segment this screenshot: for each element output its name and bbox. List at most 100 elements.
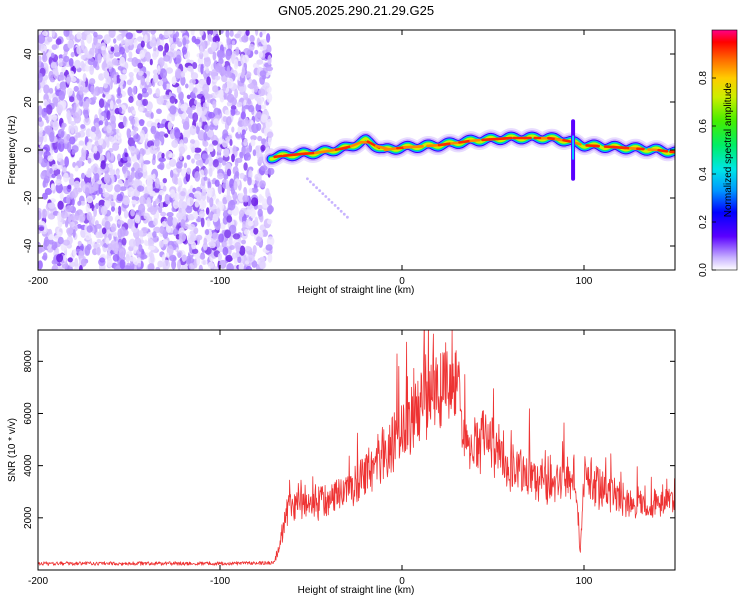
noise-blob xyxy=(116,34,123,41)
noise-blob xyxy=(134,214,141,224)
noise-blob xyxy=(40,43,45,50)
tail-dot xyxy=(342,212,346,216)
noise-blob xyxy=(140,40,145,48)
noise-blob xyxy=(266,118,273,128)
noise-blob xyxy=(107,215,114,222)
noise-blob xyxy=(38,105,43,116)
noise-blob xyxy=(232,145,237,154)
noise-blob xyxy=(172,217,178,226)
noise-blob xyxy=(201,116,207,122)
noise-blob xyxy=(58,90,65,101)
noise-blob xyxy=(162,94,170,100)
noise-blob xyxy=(148,238,153,249)
noise-blob xyxy=(177,41,183,48)
noise-blob xyxy=(146,197,152,208)
colorbar-tick-label: 0.0 xyxy=(698,263,709,277)
noise-blob xyxy=(229,245,235,250)
noise-blob xyxy=(81,172,85,180)
noise-blob xyxy=(248,169,253,180)
noise-blob xyxy=(232,50,237,57)
noise-blob xyxy=(156,97,164,105)
noise-blob xyxy=(202,83,210,95)
snr-xtick-label: 100 xyxy=(576,576,593,587)
noise-blob xyxy=(185,205,193,214)
noise-blob xyxy=(237,126,241,135)
noise-blob xyxy=(118,102,122,108)
noise-blob xyxy=(241,66,246,76)
noise-blob xyxy=(163,81,167,91)
noise-blob xyxy=(198,129,205,140)
noise-blob xyxy=(222,241,228,247)
noise-blob xyxy=(124,152,128,158)
noise-blob xyxy=(194,171,201,182)
noise-blob xyxy=(241,133,245,141)
noise-blob xyxy=(267,135,272,147)
noise-blob xyxy=(106,52,110,62)
noise-blob xyxy=(208,167,213,177)
noise-blob xyxy=(242,54,250,64)
noise-blob xyxy=(112,243,120,250)
noise-blob xyxy=(44,115,49,121)
noise-blob xyxy=(187,257,195,264)
noise-blob xyxy=(258,88,266,97)
noise-blob xyxy=(103,82,108,89)
noise-blob xyxy=(161,221,167,228)
noise-blob xyxy=(209,124,215,131)
noise-blob xyxy=(61,211,68,219)
noise-blob xyxy=(162,178,167,184)
noise-blob xyxy=(194,38,201,45)
noise-blob xyxy=(191,248,199,254)
noise-blob xyxy=(136,30,143,34)
noise-blob xyxy=(265,188,270,199)
ridge-peak xyxy=(669,150,675,154)
noise-blob xyxy=(107,243,113,251)
noise-blob xyxy=(90,85,95,95)
noise-blob xyxy=(165,83,171,90)
noise-blob xyxy=(128,51,133,59)
noise-blob xyxy=(188,82,194,92)
noise-blob xyxy=(58,54,64,60)
noise-blob xyxy=(180,219,186,229)
noise-blob xyxy=(265,66,274,72)
noise-blob xyxy=(146,177,153,189)
noise-blob xyxy=(128,238,136,248)
noise-blob xyxy=(98,138,104,146)
noise-blob xyxy=(223,174,229,180)
noise-blob xyxy=(239,209,245,218)
noise-blob xyxy=(149,145,155,153)
noise-blob xyxy=(222,129,229,139)
noise-blob xyxy=(171,173,178,185)
spectrogram-xtick-label: 100 xyxy=(576,276,593,287)
noise-blob xyxy=(140,75,146,86)
noise-blob xyxy=(55,182,63,194)
noise-blob xyxy=(142,164,147,173)
noise-blob xyxy=(198,210,205,218)
noise-blob xyxy=(137,93,143,101)
noise-blob xyxy=(148,245,156,251)
noise-blob xyxy=(158,206,163,213)
noise-blob xyxy=(259,259,266,269)
noise-blob xyxy=(251,260,258,268)
noise-blob xyxy=(235,46,240,56)
noise-blob xyxy=(258,51,264,58)
tail-dot xyxy=(315,186,318,190)
noise-blob xyxy=(187,65,194,72)
noise-blob xyxy=(267,54,272,66)
noise-blob xyxy=(60,159,65,167)
noise-blob xyxy=(224,109,230,116)
noise-blob xyxy=(227,199,236,211)
noise-blob xyxy=(62,186,67,191)
noise-blob xyxy=(131,57,139,67)
noise-blob xyxy=(75,132,81,138)
noise-blob xyxy=(57,236,64,245)
noise-blob xyxy=(79,265,83,270)
noise-blob xyxy=(47,155,54,162)
noise-blob xyxy=(223,148,230,158)
noise-blob xyxy=(131,199,138,205)
noise-blob xyxy=(107,61,114,70)
noise-blob xyxy=(190,72,199,80)
noise-blob xyxy=(66,109,71,121)
noise-blob xyxy=(38,55,42,62)
noise-blob xyxy=(222,83,227,92)
noise-blob xyxy=(257,236,261,243)
